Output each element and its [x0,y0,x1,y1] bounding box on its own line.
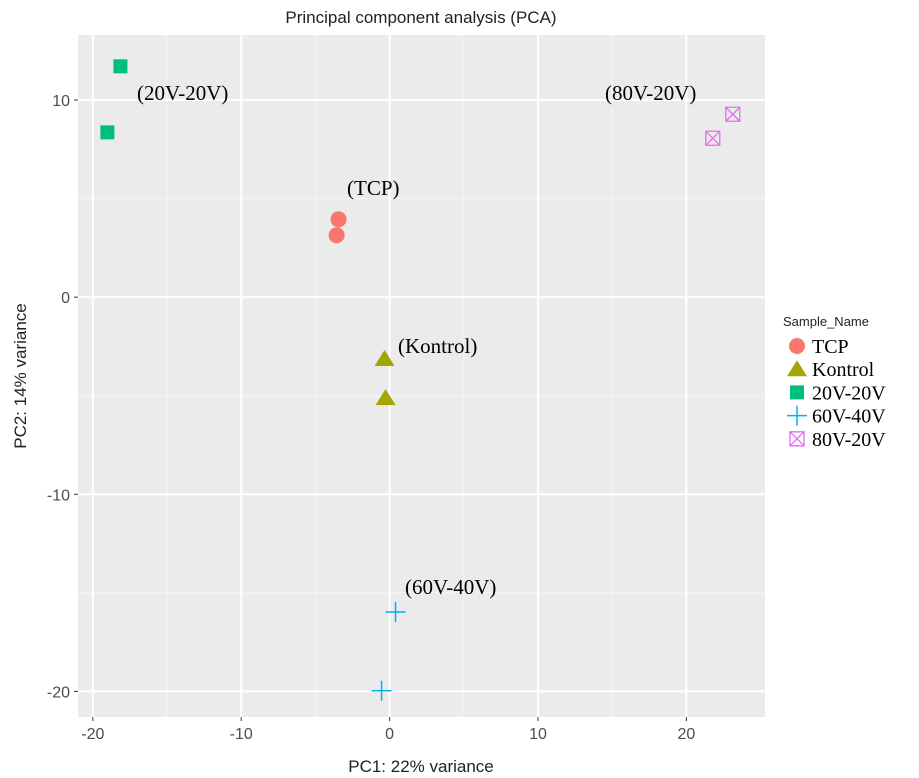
point [374,350,395,367]
legend-label: Kontrol [812,359,875,381]
point [100,125,115,140]
y-tick-label: 10 [52,93,70,110]
point [113,59,128,74]
marker-part [787,360,807,377]
marker-part [375,389,396,406]
annotation: (80V-20V) [605,81,696,105]
x-tick-label: 20 [677,726,695,743]
y-tick-label: 0 [61,290,70,307]
legend-label: TCP [812,336,849,358]
marker-part [374,350,395,367]
x-axis-label: PC1: 22% variance [348,757,494,776]
panel [78,35,765,717]
marker-part [787,405,807,426]
chart-title: Principal component analysis (PCA) [285,8,556,27]
annotation: (60V-40V) [405,575,496,599]
x-tick-label: -10 [230,726,253,743]
marker-part [328,227,345,244]
marker-part [790,385,804,400]
point [330,211,347,228]
legend-key [787,405,807,426]
legend-key [790,385,804,400]
y-tick-label: -20 [47,684,70,701]
y-tick-label: -10 [47,487,70,504]
marker-part [113,59,128,74]
y-axis-label: PC2: 14% variance [11,303,30,449]
legend-title: Sample_Name [783,314,869,329]
point [371,680,392,701]
marker-part [330,211,347,228]
marker-part [789,431,805,447]
point [375,389,396,406]
legend-key [787,360,807,377]
marker-part [385,601,406,622]
point [328,227,345,244]
legend-label: 20V-20V [812,382,886,404]
marker-part [371,680,392,701]
annotation: (Kontrol) [398,334,477,358]
annotation: (TCP) [347,176,400,200]
marker-part [789,338,805,354]
legend-key [789,338,805,354]
marker-part [725,106,741,122]
legend-label: 60V-40V [812,406,886,428]
legend-label: 80V-20V [812,429,886,451]
point [725,106,741,122]
x-tick-label: 10 [529,726,547,743]
x-tick-label: -20 [81,726,104,743]
point [385,601,406,622]
x-tick-label: 0 [385,726,394,743]
marker-part [705,130,721,146]
point [705,130,721,146]
legend-key [789,431,805,447]
marker-part [100,125,115,140]
annotation: (20V-20V) [137,81,228,105]
